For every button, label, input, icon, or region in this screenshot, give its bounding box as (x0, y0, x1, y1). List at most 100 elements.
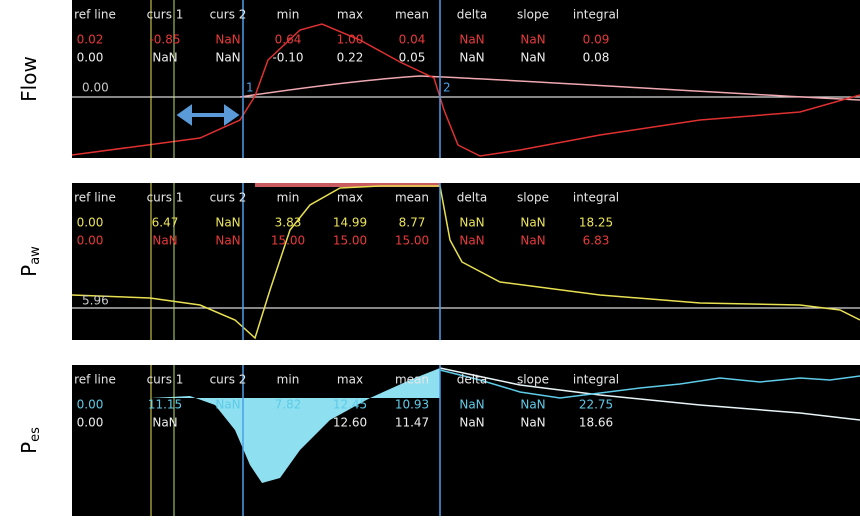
waveform (439, 367, 860, 421)
value-cell: NaN (520, 234, 545, 248)
column-header: integral (573, 191, 619, 205)
value-cell: 0.00 (77, 51, 104, 65)
waveform (71, 23, 860, 157)
cursor-label: 1 (246, 81, 254, 95)
value-cell: NaN (520, 398, 545, 412)
value-cell: 7.82 (275, 398, 302, 412)
value-cell: NaN (152, 234, 177, 248)
waveform (71, 185, 860, 340)
value-cell: 6.83 (583, 234, 610, 248)
value-cell: 0.00 (77, 234, 104, 248)
value-cell: 18.25 (579, 216, 613, 230)
value-cell: 0.00 (77, 216, 104, 230)
panel-label: Paw (17, 246, 43, 277)
value-cell: 0.00 (77, 416, 104, 430)
column-header: curs 2 (210, 8, 247, 22)
panel-label-sub: es (28, 427, 43, 442)
value-cell: NaN (520, 416, 545, 430)
column-header: slope (517, 191, 549, 205)
panel-bg (72, 183, 860, 340)
pes-waveforms (150, 365, 860, 516)
panel-label: Pes (17, 427, 43, 454)
value-cell: NaN (215, 51, 240, 65)
cursor-label: 2 (443, 81, 451, 95)
column-header: max (337, 373, 363, 387)
column-header: mean (395, 373, 429, 387)
column-header: max (337, 191, 363, 205)
value-cell: NaN (215, 398, 240, 412)
value-cell: 11.47 (395, 416, 429, 430)
value-cell: 1.00 (337, 33, 364, 47)
value-cell: NaN (459, 234, 484, 248)
column-header: curs 2 (210, 373, 247, 387)
value-cell: 15.00 (271, 234, 305, 248)
value-cell: NaN (215, 33, 240, 47)
interval-arrow (176, 104, 240, 126)
column-header: integral (573, 8, 619, 22)
column-header: curs 1 (147, 373, 184, 387)
value-cell: 0.08 (583, 51, 610, 65)
value-cell: -0.10 (272, 51, 303, 65)
value-cell: NaN (459, 51, 484, 65)
value-cell: NaN (520, 216, 545, 230)
column-header: mean (395, 8, 429, 22)
flow-waveforms (71, 0, 860, 158)
value-cell: 18.66 (579, 416, 613, 430)
value-cell: NaN (520, 33, 545, 47)
value-cell: 14.99 (333, 216, 367, 230)
value-cell: 0.04 (399, 33, 426, 47)
panel-label: Flow (17, 56, 41, 102)
value-cell: 22.75 (579, 398, 613, 412)
waveform (239, 75, 860, 101)
value-cell: NaN (459, 416, 484, 430)
value-cell: 3.83 (275, 216, 302, 230)
column-header: delta (457, 373, 487, 387)
panel-bg (72, 365, 860, 516)
column-header: integral (573, 373, 619, 387)
column-header: min (277, 8, 300, 22)
value-cell: 11.15 (148, 398, 182, 412)
value-cell: 12.60 (333, 416, 367, 430)
value-cell: 8.77 (399, 216, 426, 230)
value-cell: 15.00 (395, 234, 429, 248)
value-cell: 15.00 (333, 234, 367, 248)
paw-waveforms (71, 183, 860, 340)
column-header: mean (395, 191, 429, 205)
value-cell: 10.93 (395, 398, 429, 412)
panel-bg (72, 0, 860, 158)
value-cell: -0.85 (149, 33, 180, 47)
panel-label-text: P (17, 265, 41, 277)
column-header: curs 1 (147, 8, 184, 22)
value-cell: NaN (459, 216, 484, 230)
column-header: ref line (74, 8, 116, 22)
panel-label-sub: aw (28, 246, 43, 265)
column-header: slope (517, 8, 549, 22)
area (150, 368, 440, 483)
column-header: slope (517, 373, 549, 387)
value-cell: 0.05 (399, 51, 426, 65)
value-cell: NaN (215, 216, 240, 230)
value-cell: 0.00 (77, 398, 104, 412)
panel-label-text: P (17, 442, 41, 454)
column-header: max (337, 8, 363, 22)
column-header: min (277, 373, 300, 387)
ref-level: 5.96 (82, 294, 109, 308)
waveform (439, 369, 860, 399)
value-cell: NaN (520, 51, 545, 65)
column-header: delta (457, 8, 487, 22)
value-cell: NaN (152, 416, 177, 430)
column-header: curs 2 (210, 191, 247, 205)
column-header: curs 1 (147, 191, 184, 205)
panel-label-text: Flow (17, 56, 41, 102)
value-cell: NaN (459, 398, 484, 412)
value-cell: 0.02 (77, 33, 104, 47)
column-header: min (277, 191, 300, 205)
value-cell: 0.64 (275, 33, 302, 47)
column-header: ref line (74, 191, 116, 205)
value-cell: NaN (215, 234, 240, 248)
value-cell: 0.22 (337, 51, 364, 65)
value-cell: 0.09 (583, 33, 610, 47)
ref-level: 0.00 (82, 81, 109, 95)
value-cell: 6.47 (152, 216, 179, 230)
